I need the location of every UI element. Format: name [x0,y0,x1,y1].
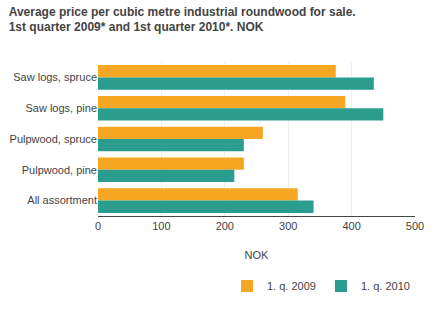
svg-text:200: 200 [216,220,234,232]
svg-text:1. q. 2009: 1. q. 2009 [267,280,316,292]
svg-text:300: 300 [279,220,297,232]
svg-text:0: 0 [95,220,101,232]
svg-text:1. q. 2010: 1. q. 2010 [361,280,410,292]
svg-text:NOK: NOK [245,249,270,261]
svg-text:Pulpwood, spruce: Pulpwood, spruce [10,133,97,145]
svg-text:Pulpwood, pine: Pulpwood, pine [22,164,97,176]
svg-text:400: 400 [342,220,360,232]
svg-text:500: 500 [406,220,424,232]
svg-text:Saw logs, pine: Saw logs, pine [25,102,97,114]
svg-text:Saw logs, spruce: Saw logs, spruce [13,71,97,83]
svg-text:All assortment: All assortment [27,194,97,206]
svg-text:Average price per cubic metre: Average price per cubic metre industrial… [9,5,356,35]
svg-text:100: 100 [152,220,170,232]
